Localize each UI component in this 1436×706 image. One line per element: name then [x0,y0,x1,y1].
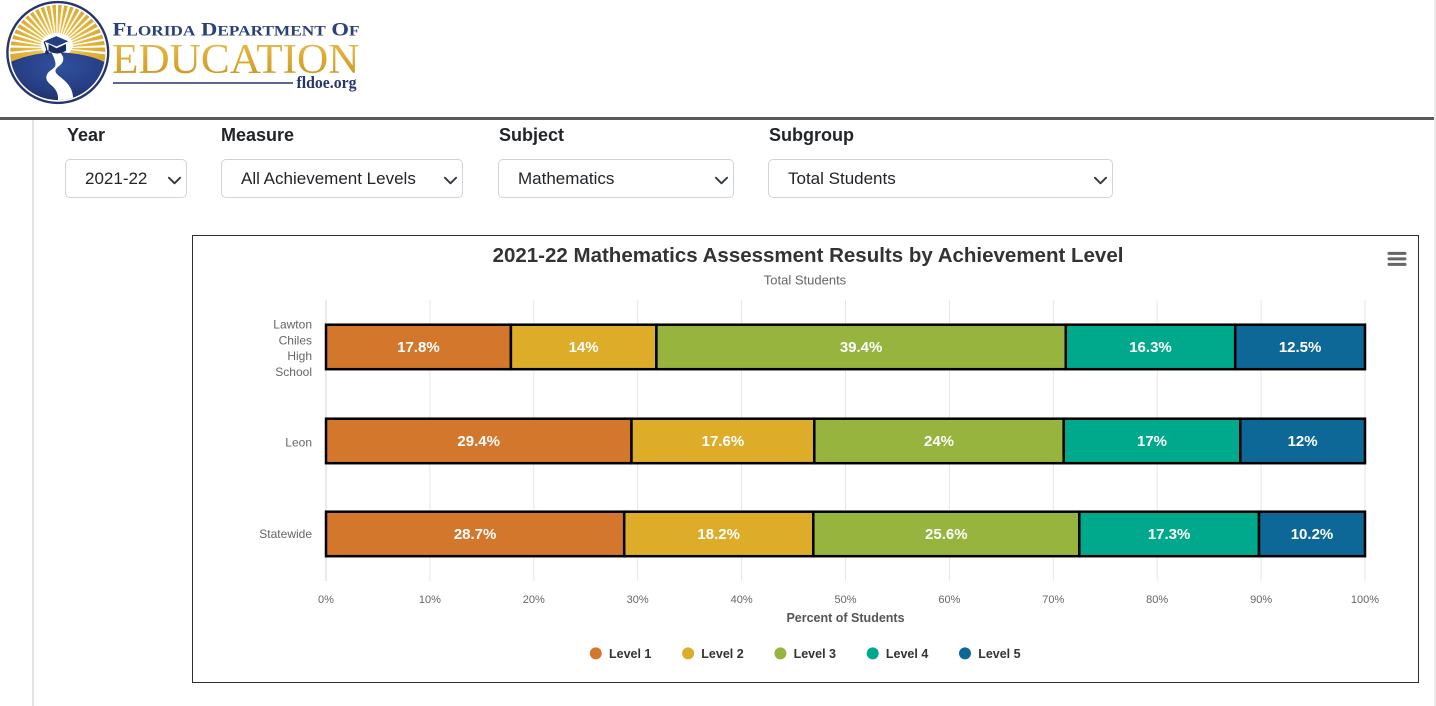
svg-text:16.3%: 16.3% [1129,339,1172,356]
svg-text:40%: 40% [731,594,753,606]
svg-text:Total Students: Total Students [764,273,847,288]
svg-text:17.3%: 17.3% [1148,526,1191,543]
svg-text:25.6%: 25.6% [925,526,968,543]
svg-text:28.7%: 28.7% [454,526,497,543]
svg-text:20%: 20% [523,594,545,606]
svg-text:18.2%: 18.2% [697,526,740,543]
svg-text:17.8%: 17.8% [397,339,440,356]
svg-text:30%: 30% [627,594,649,606]
svg-text:Percent of Students: Percent of Students [786,611,904,625]
svg-text:10%: 10% [419,594,441,606]
svg-text:80%: 80% [1146,594,1168,606]
svg-text:50%: 50% [834,594,856,606]
svg-text:0%: 0% [318,594,334,606]
svg-text:Lawton: Lawton [273,318,312,332]
svg-text:Level 3: Level 3 [794,647,836,661]
svg-text:Statewide: Statewide [259,527,312,541]
svg-text:Chiles: Chiles [279,334,312,348]
svg-text:fldoe.org: fldoe.org [297,73,357,92]
svg-text:14%: 14% [569,339,599,356]
svg-text:Level 5: Level 5 [978,647,1020,661]
svg-text:39.4%: 39.4% [840,339,883,356]
svg-text:90%: 90% [1250,594,1272,606]
svg-text:100%: 100% [1351,594,1379,606]
svg-text:12%: 12% [1288,433,1318,450]
svg-text:High: High [287,349,312,363]
svg-text:29.4%: 29.4% [457,433,500,450]
svg-text:2021-22 Mathematics Assessment: 2021-22 Mathematics Assessment Results b… [493,244,1124,267]
svg-text:17%: 17% [1137,433,1167,450]
svg-text:School: School [275,365,312,379]
svg-text:12.5%: 12.5% [1279,339,1322,356]
svg-text:Leon: Leon [285,436,312,450]
svg-text:Level 1: Level 1 [609,647,651,661]
svg-text:10.2%: 10.2% [1291,526,1334,543]
svg-text:17.6%: 17.6% [702,433,745,450]
svg-text:60%: 60% [938,594,960,606]
svg-text:70%: 70% [1042,594,1064,606]
svg-text:Level 4: Level 4 [886,647,928,661]
svg-text:Level 2: Level 2 [701,647,743,661]
svg-text:EDUCATION: EDUCATION [112,37,360,83]
svg-text:24%: 24% [924,433,954,450]
